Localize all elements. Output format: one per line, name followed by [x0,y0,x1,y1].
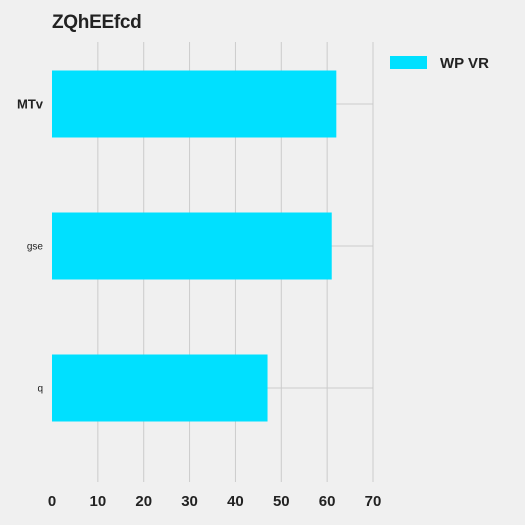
legend-label: WP VR [440,55,489,72]
bar-MTv [52,70,337,138]
x-tick-label: 20 [135,493,152,510]
legend: WP VR [390,55,489,72]
bar-q [52,354,268,422]
y-tick-label: q [37,384,43,395]
y-tick-label: MTv [17,97,44,112]
x-tick-label: 30 [181,493,198,510]
x-tick-label: 0 [48,493,56,510]
x-tick-label: 60 [319,493,336,510]
x-tick-label: 50 [273,493,290,510]
x-tick-label: 40 [227,493,244,510]
y-axis-ticks: MTv gse q [17,97,44,395]
chart-title: ZQhEEfcd [52,12,142,33]
x-tick-label: 10 [90,493,107,510]
x-axis-ticks: 0 10 20 30 40 50 60 70 [48,493,382,510]
bar-gse [52,212,332,280]
y-tick-label: gse [27,242,44,253]
legend-swatch [390,56,427,69]
x-tick-label: 70 [365,493,382,510]
bars-layer [52,70,337,422]
